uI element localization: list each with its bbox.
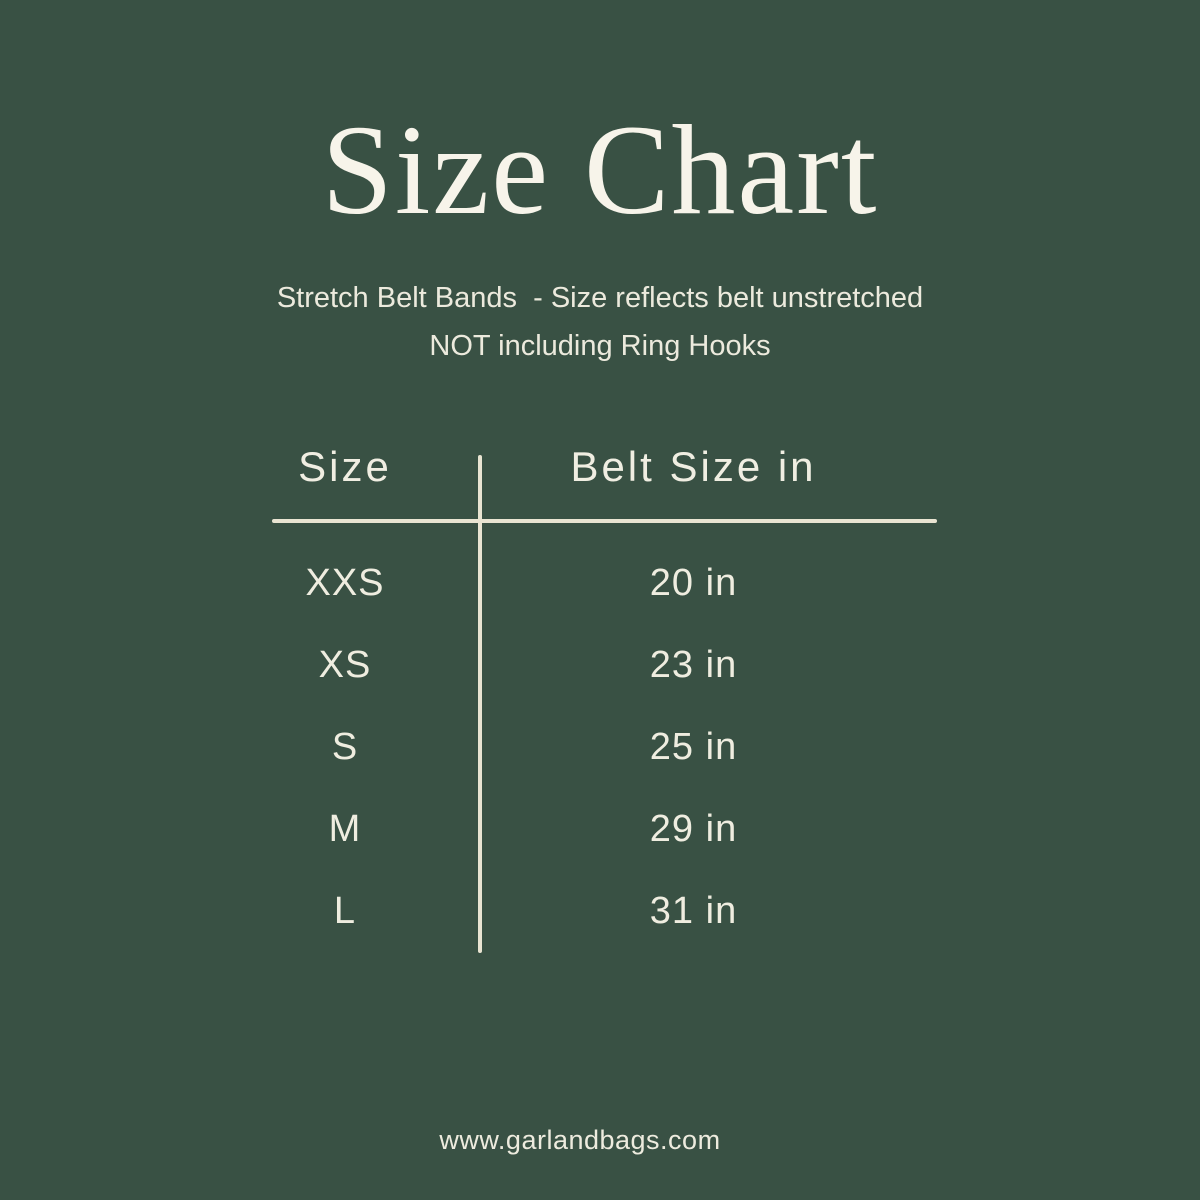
column-header-size: Size	[298, 443, 392, 490]
belt-size-cell: 23 in	[465, 624, 922, 706]
size-value: XS	[318, 643, 372, 686]
belt-size-value: 31 in	[649, 889, 738, 932]
size-cell: M	[241, 788, 449, 870]
size-value: M	[328, 807, 362, 850]
belt-size-value: 29 in	[649, 807, 738, 850]
table-vertical-divider	[478, 455, 482, 953]
size-value: L	[333, 889, 357, 932]
table-row: S 25 in	[272, 706, 937, 788]
belt-size-cell: 25 in	[465, 706, 922, 788]
belt-size-value: 23 in	[649, 643, 738, 686]
size-value: S	[331, 725, 359, 768]
page-title: Size Chart	[321, 99, 879, 241]
size-cell: XS	[241, 624, 449, 706]
subtitle: Stretch Belt Bands - Size reflects belt …	[0, 274, 1200, 370]
column-header-belt-size: Belt Size in	[570, 443, 817, 490]
table-header-row: Size Belt Size in	[272, 440, 937, 494]
column-header-belt-size-cell: Belt Size in	[465, 440, 922, 494]
table-row: M 29 in	[272, 788, 937, 870]
size-table: Size Belt Size in XXS 20 in XS	[272, 440, 937, 953]
table-row: XS 23 in	[272, 624, 937, 706]
size-value: XXS	[305, 561, 385, 604]
subtitle-line-1: Stretch Belt Bands - Size reflects belt …	[276, 282, 924, 314]
website-url: www.garlandbags.com	[439, 1125, 721, 1155]
column-header-size-cell: Size	[241, 440, 449, 494]
size-cell: L	[241, 870, 449, 952]
table-row: XXS 20 in	[272, 542, 937, 624]
belt-size-cell: 29 in	[465, 788, 922, 870]
belt-size-cell: 20 in	[465, 542, 922, 624]
table-horizontal-divider	[272, 519, 937, 523]
belt-size-value: 25 in	[649, 725, 738, 768]
size-cell: XXS	[241, 542, 449, 624]
table-row: L 31 in	[272, 870, 937, 952]
table-body: XXS 20 in XS 23 in S 25 in	[272, 542, 937, 952]
belt-size-value: 20 in	[649, 561, 738, 604]
size-cell: S	[241, 706, 449, 788]
subtitle-line-2: NOT including Ring Hooks	[429, 330, 771, 362]
belt-size-cell: 31 in	[465, 870, 922, 952]
